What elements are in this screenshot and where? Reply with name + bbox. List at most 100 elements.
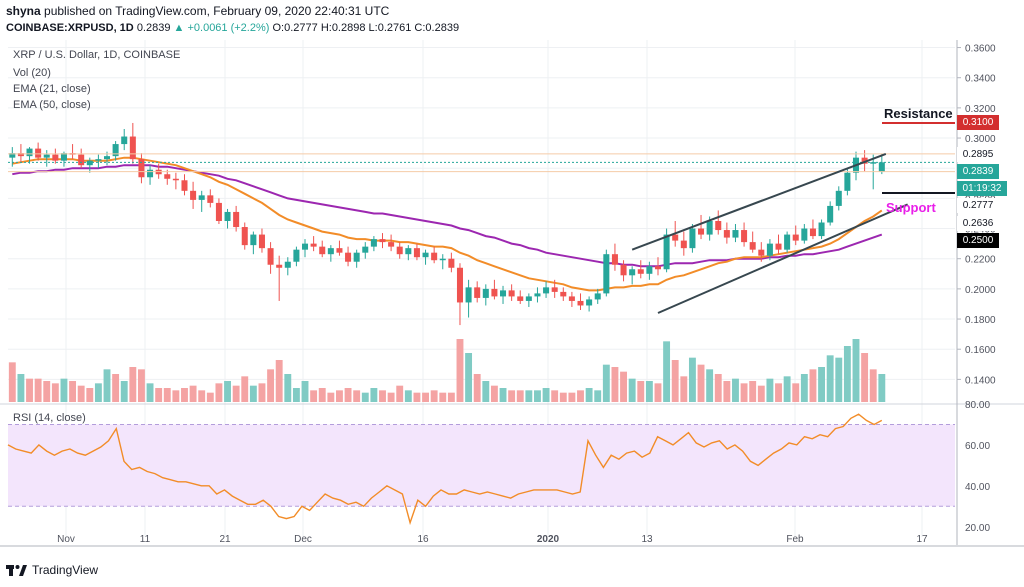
candle-body [482,288,489,298]
candle-body [654,266,661,270]
countdown-tag: 01:19:32 [957,181,1007,196]
time-tick-label: 16 [417,534,429,545]
candle-body [543,287,550,294]
volume-bar [181,388,188,402]
candle-body [310,243,317,247]
legend-rsi[interactable]: RSI (14, close) [13,412,86,424]
volume-bar [249,385,257,402]
candle-body [35,148,42,158]
volume-bar [473,374,481,402]
volume-bar [508,390,516,402]
support-price-tag: 0.2500 [957,233,999,248]
candle-body [78,154,85,166]
author-name[interactable]: shyna [6,4,41,18]
legend-ema21[interactable]: EMA (21, close) [13,83,91,95]
time-tick-label: Nov [57,534,75,545]
volume-bar [680,376,688,402]
candle-body [370,239,377,247]
candle-body [835,190,842,206]
volume-bar [568,392,576,402]
candle-body [215,202,222,221]
trend-channel [631,152,909,314]
candle-body [784,234,791,250]
rsi-tick-label: 80.00 [965,400,990,411]
candle-body [388,242,395,247]
candle-body [147,169,154,178]
price-tick-label: 0.1800 [965,315,996,326]
candle-body [508,290,515,297]
ohlc-open: O:0.2777 [272,22,318,34]
candlesticks [9,122,885,326]
candle-body [809,228,816,237]
open-price-tag: 0.2777 [957,198,999,213]
volume-bar [353,390,361,402]
chart-title: XRP / U.S. Dollar, 1D, COINBASE [13,49,181,61]
ohlc-close: C:0.2839 [414,22,460,34]
candle-body [560,291,567,297]
candle-body [611,254,618,265]
candle-body [870,162,877,164]
footer-brand[interactable]: TradingView [6,563,98,577]
candle-body [758,249,765,256]
candle-body [577,300,584,306]
candle-body [379,239,386,243]
price-tick-label: 0.2200 [965,255,996,266]
resistance-price-tag: 0.3100 [957,115,999,130]
candle-body [620,264,627,276]
candle-body [60,153,67,161]
candle-body [112,144,119,157]
legend-vol[interactable]: Vol (20) [13,67,51,79]
legend-ema50[interactable]: EMA (50, close) [13,99,91,111]
candle-body [792,234,799,241]
time-tick-label: Feb [786,534,804,545]
candle-body [345,252,352,262]
last-price: 0.2839 [136,22,171,34]
volume-bar [534,390,541,402]
candle-body [594,293,601,300]
candle-body [629,269,636,276]
candle-body [405,248,412,255]
volume-bar [663,341,671,402]
volume-bar [206,392,214,402]
price-tick-label: 0.3000 [965,134,996,145]
candle-body [190,190,197,200]
candle-body [164,174,171,179]
volume-bar [465,353,473,402]
candle-body [431,252,438,261]
candle-body [422,252,429,258]
volume-bar [878,374,886,402]
candle-body [827,205,834,223]
volume-bar [499,388,507,402]
candle-body [396,246,403,255]
volume-bar [94,383,102,402]
time-tick-label: 11 [140,534,151,545]
volume-bar [430,390,438,402]
volume-bar [258,383,266,402]
publish-info: shyna published on TradingView.com, Febr… [6,4,389,18]
support-label: Support [886,200,936,215]
price-tick-label: 0.3200 [965,104,996,115]
volume-bar [800,374,808,402]
price-tick-label: 0.2000 [965,285,996,296]
volume-bar [525,390,533,402]
volume-bar [155,388,163,402]
volume-bar [396,385,404,402]
candle-body [129,136,136,160]
volume-bar [413,392,421,402]
volume-bar [783,376,791,402]
volume-bar [172,390,180,402]
volume-bar [146,383,154,402]
volume-bar [103,369,111,402]
volume-bar [628,378,636,402]
candle-body [500,290,507,297]
volume-bar [120,381,128,402]
symbol-label: COINBASE:XRPUSD, 1D [6,22,134,34]
candle-body [586,299,593,306]
volume-bar [766,378,774,402]
volume-bar [310,390,318,402]
volume-bar [490,385,498,402]
candle-body [413,248,420,258]
volume-bar [645,381,653,402]
candle-body [439,258,446,261]
